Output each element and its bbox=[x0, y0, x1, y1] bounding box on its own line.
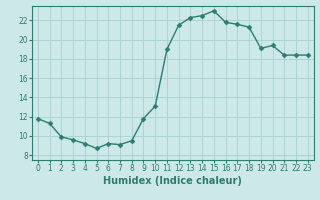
X-axis label: Humidex (Indice chaleur): Humidex (Indice chaleur) bbox=[103, 176, 242, 186]
